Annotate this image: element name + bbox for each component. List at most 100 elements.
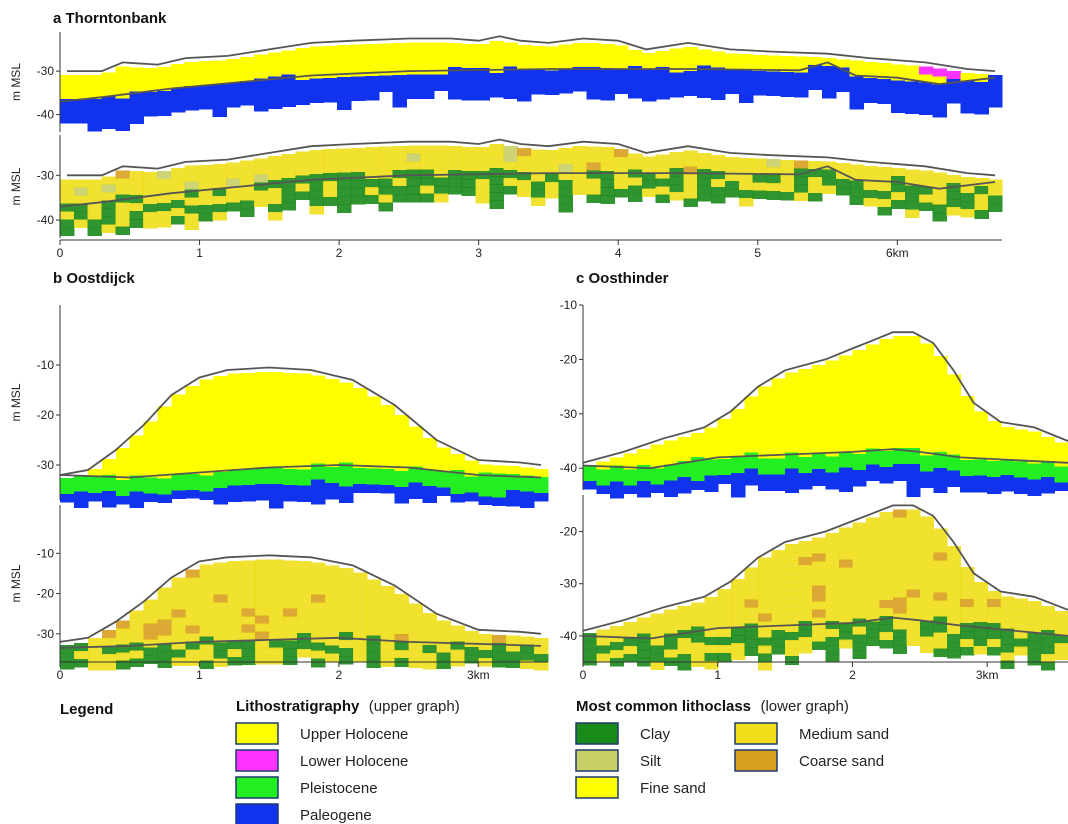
section-cell bbox=[794, 176, 809, 185]
section-cell bbox=[849, 188, 865, 198]
section-cell bbox=[808, 176, 823, 186]
section-cell bbox=[297, 437, 312, 447]
section-cell bbox=[808, 81, 823, 90]
section-cell bbox=[408, 442, 424, 452]
section-cell bbox=[879, 354, 894, 364]
panel-a-title: a Thorntonbank bbox=[53, 10, 167, 27]
section-cell bbox=[87, 637, 103, 647]
section-cell bbox=[101, 459, 117, 468]
section-cell bbox=[311, 610, 326, 620]
section-cell bbox=[406, 58, 421, 68]
section-cell bbox=[879, 362, 894, 372]
section-cell bbox=[852, 349, 867, 359]
section-cell bbox=[324, 395, 340, 404]
section-cell bbox=[892, 456, 907, 465]
section-cell bbox=[812, 545, 827, 554]
section-cell bbox=[323, 53, 338, 63]
section-cell bbox=[919, 431, 934, 441]
section-cell bbox=[157, 659, 173, 669]
section-cell bbox=[352, 396, 368, 405]
section-cell bbox=[717, 475, 732, 484]
section-cell bbox=[572, 146, 588, 155]
section-cell bbox=[879, 442, 894, 452]
section-cell bbox=[311, 455, 326, 465]
section-cell bbox=[738, 86, 754, 95]
section-cell bbox=[918, 66, 934, 76]
section-cell bbox=[267, 68, 283, 78]
section-cell bbox=[780, 64, 795, 73]
section-cell bbox=[865, 637, 880, 646]
section-cell bbox=[378, 202, 394, 212]
section-cell bbox=[253, 174, 269, 183]
section-cell bbox=[758, 645, 773, 655]
section-cell bbox=[434, 185, 449, 195]
section-cell bbox=[933, 444, 948, 453]
section-cell bbox=[839, 615, 854, 625]
seabed-line bbox=[59, 554, 542, 643]
section-cell bbox=[669, 192, 684, 201]
section-cell bbox=[143, 607, 159, 617]
section-cell bbox=[394, 422, 410, 432]
section-cell bbox=[758, 386, 773, 396]
section-cell bbox=[785, 624, 800, 633]
section-cell bbox=[785, 444, 800, 454]
section-cell bbox=[839, 527, 854, 537]
section-cell bbox=[758, 557, 773, 567]
legend-label: Upper Holocene bbox=[300, 726, 408, 743]
section-cell bbox=[891, 88, 906, 97]
section-cell bbox=[544, 46, 560, 56]
section-cell bbox=[531, 197, 546, 206]
section-cell bbox=[932, 212, 948, 222]
section-cell bbox=[839, 411, 854, 420]
section-cell bbox=[771, 458, 786, 467]
section-cell bbox=[464, 492, 479, 502]
section-cell bbox=[879, 346, 894, 356]
section-cell bbox=[461, 171, 477, 180]
section-cell bbox=[744, 631, 759, 641]
section-cell bbox=[852, 586, 867, 596]
section-cell bbox=[669, 80, 684, 90]
section-cell bbox=[408, 490, 424, 500]
section-cell bbox=[1027, 640, 1042, 650]
section-cell bbox=[933, 600, 948, 610]
section-cell bbox=[973, 483, 988, 493]
section-cell bbox=[614, 61, 629, 71]
section-cell bbox=[973, 451, 988, 461]
section-cell bbox=[905, 209, 920, 218]
section-cell bbox=[337, 204, 352, 213]
section-cell bbox=[1027, 624, 1042, 634]
section-cell bbox=[933, 388, 948, 397]
section-cell bbox=[865, 525, 880, 534]
section-cell bbox=[758, 573, 773, 583]
y-tick-label: -30 bbox=[37, 627, 55, 641]
section-cell bbox=[758, 613, 773, 623]
section-cell bbox=[212, 196, 227, 205]
section-cell bbox=[408, 619, 424, 629]
section-cell bbox=[338, 446, 354, 455]
section-cell bbox=[825, 432, 840, 442]
section-cell bbox=[906, 424, 921, 433]
section-cell bbox=[919, 439, 934, 449]
section-cell bbox=[503, 74, 518, 84]
legend-label: Paleogene bbox=[300, 807, 372, 824]
section-cell bbox=[534, 477, 549, 486]
section-cell bbox=[324, 637, 340, 646]
section-cell bbox=[311, 578, 326, 588]
section-cell bbox=[241, 484, 256, 494]
section-cell bbox=[933, 584, 948, 594]
section-cell bbox=[865, 573, 880, 582]
section-cell bbox=[973, 467, 988, 477]
section-cell bbox=[771, 597, 786, 607]
section-cell bbox=[255, 647, 270, 657]
section-cell bbox=[825, 376, 840, 386]
section-cell bbox=[988, 75, 1003, 84]
section-cell bbox=[255, 411, 270, 421]
section-cell bbox=[337, 156, 352, 165]
section-cell bbox=[636, 641, 651, 651]
section-cell bbox=[609, 465, 624, 475]
section-cell bbox=[892, 448, 907, 457]
section-cell bbox=[785, 412, 800, 422]
section-cell bbox=[157, 446, 173, 456]
section-cell bbox=[839, 443, 854, 452]
section-cell bbox=[534, 485, 549, 494]
